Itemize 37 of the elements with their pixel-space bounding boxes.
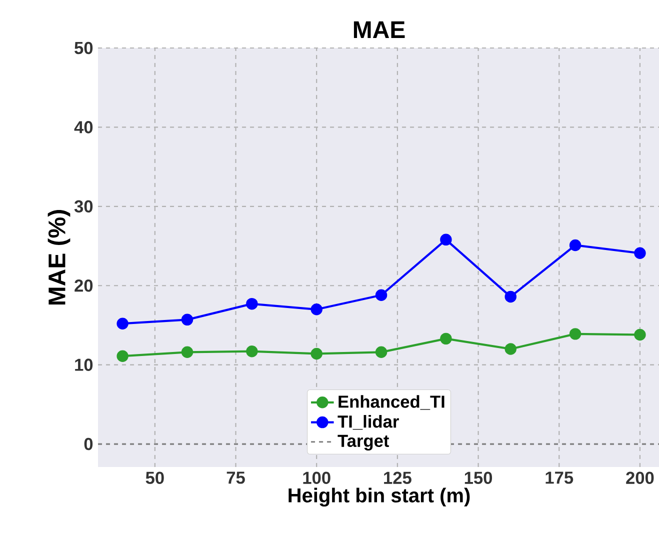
y-tick-label: 20 xyxy=(74,279,93,292)
point xyxy=(310,304,322,316)
point xyxy=(310,348,322,360)
point xyxy=(634,328,646,341)
point xyxy=(634,247,646,260)
point xyxy=(440,234,452,246)
point xyxy=(246,298,258,310)
point xyxy=(569,328,582,340)
point xyxy=(504,290,516,303)
point xyxy=(440,332,452,345)
point xyxy=(569,239,582,252)
point xyxy=(375,346,388,358)
point xyxy=(246,345,258,358)
x-axis-title: Height bin start (m) xyxy=(288,488,470,507)
y-tick-label: 0 xyxy=(84,438,93,450)
chart-title: MAE xyxy=(354,21,405,38)
y-axis-title: MAE (%) xyxy=(48,210,70,305)
legend-label: TI_lidar xyxy=(338,415,399,430)
x-tick-label: 175 xyxy=(546,472,574,484)
x-tick-label: 50 xyxy=(146,472,164,484)
point xyxy=(116,318,128,330)
y-tick-label: 10 xyxy=(75,358,93,371)
y-tick-label: 40 xyxy=(74,121,93,134)
x-tick-label: 200 xyxy=(626,472,654,484)
ref-line-label: Target xyxy=(338,434,389,451)
x-tick-label: 100 xyxy=(303,472,330,484)
point xyxy=(116,350,128,362)
x-tick-label: 125 xyxy=(384,472,412,484)
point xyxy=(181,314,194,326)
y-tick-label: 30 xyxy=(74,200,93,213)
x-tick-label: 150 xyxy=(464,472,492,484)
legend-label: Enhanced_TI xyxy=(338,395,444,410)
x-tick-label: 75 xyxy=(226,472,245,484)
point xyxy=(375,289,388,301)
point xyxy=(181,346,194,358)
point xyxy=(504,343,516,355)
y-tick-label: 50 xyxy=(74,42,93,54)
